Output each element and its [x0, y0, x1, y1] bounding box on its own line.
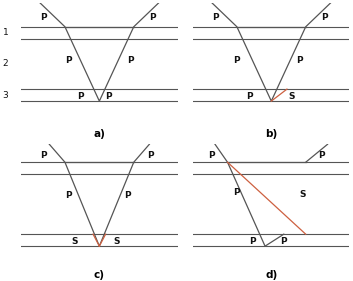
Text: P: P [318, 151, 325, 160]
Text: b): b) [265, 129, 277, 139]
Text: P: P [234, 188, 240, 197]
Text: P: P [106, 92, 112, 101]
Text: S: S [288, 92, 295, 101]
Text: c): c) [94, 270, 105, 280]
Text: P: P [77, 92, 84, 101]
Text: P: P [321, 13, 328, 22]
Text: P: P [212, 13, 219, 22]
Text: P: P [65, 56, 71, 65]
Text: 3: 3 [3, 90, 8, 100]
Text: P: P [65, 191, 71, 200]
Text: P: P [246, 92, 253, 101]
Text: S: S [299, 190, 306, 199]
Text: P: P [249, 237, 256, 246]
Text: P: P [234, 56, 240, 65]
Text: P: P [148, 151, 154, 160]
Text: P: P [149, 13, 156, 22]
Text: P: P [296, 56, 303, 65]
Text: P: P [40, 151, 46, 160]
Text: S: S [113, 237, 120, 246]
Text: P: P [40, 13, 46, 22]
Text: S: S [71, 237, 78, 246]
Text: a): a) [94, 129, 105, 139]
Text: 2: 2 [3, 60, 8, 69]
Text: d): d) [265, 270, 277, 280]
Text: P: P [209, 151, 215, 160]
Text: P: P [124, 191, 131, 200]
Text: P: P [281, 237, 287, 246]
Text: P: P [127, 56, 134, 65]
Text: 1: 1 [3, 28, 8, 37]
